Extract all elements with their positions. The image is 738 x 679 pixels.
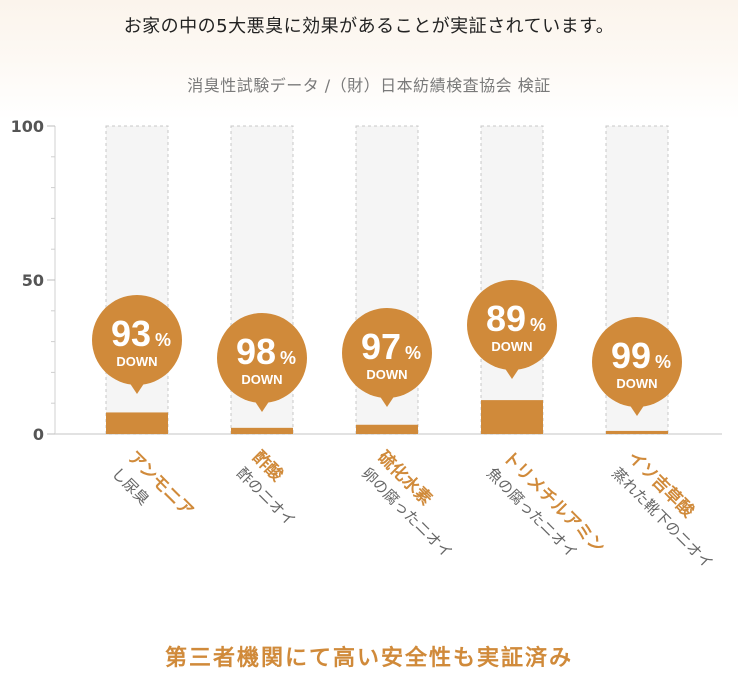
badge-down-label: DOWN [616,376,657,391]
bar [606,430,668,434]
badge-circle [592,317,682,407]
header-background [0,0,738,120]
badge-value: 97 [361,326,401,367]
bar [356,424,418,434]
bar [106,412,168,434]
y-tick-label: 50 [22,271,44,290]
badge-circle [467,280,557,370]
badge-unit: % [530,315,546,335]
badge-down-label: DOWN [366,367,407,382]
badge-unit: % [655,352,671,372]
bar [231,427,293,434]
badge-circle [342,308,432,398]
badge-value: 99 [611,335,651,376]
y-tick-label: 100 [11,117,44,136]
headline: お家の中の5大悪臭に効果があることが実証されています。 [123,16,615,37]
footer-text: 第三者機関にて高い安全性も実証済み [164,646,573,671]
badge-down-label: DOWN [491,339,532,354]
bar [481,400,543,434]
badge-value: 89 [486,298,526,339]
badge-unit: % [405,343,421,363]
badge-unit: % [280,348,296,368]
badge-circle [217,313,307,403]
badge-down-label: DOWN [241,372,282,387]
badge-value: 98 [236,331,276,372]
y-tick-label: 0 [33,425,44,444]
chart-subtitle: 消臭性試験データ /（財）日本紡績検査協会 検証 [187,76,551,95]
badge-circle [92,295,182,385]
badge-value: 93 [111,313,151,354]
badge-unit: % [155,330,171,350]
badge-down-label: DOWN [116,354,157,369]
